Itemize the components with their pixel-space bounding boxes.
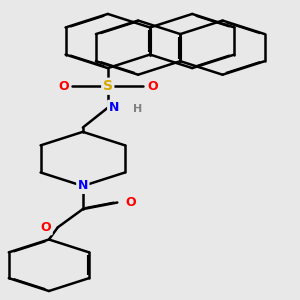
- Text: O: O: [125, 196, 136, 209]
- Text: O: O: [147, 80, 158, 93]
- Text: O: O: [58, 80, 68, 93]
- Text: S: S: [103, 79, 113, 93]
- Text: H: H: [133, 104, 142, 114]
- Text: O: O: [41, 221, 51, 234]
- Text: N: N: [109, 101, 119, 114]
- Text: N: N: [78, 179, 88, 193]
